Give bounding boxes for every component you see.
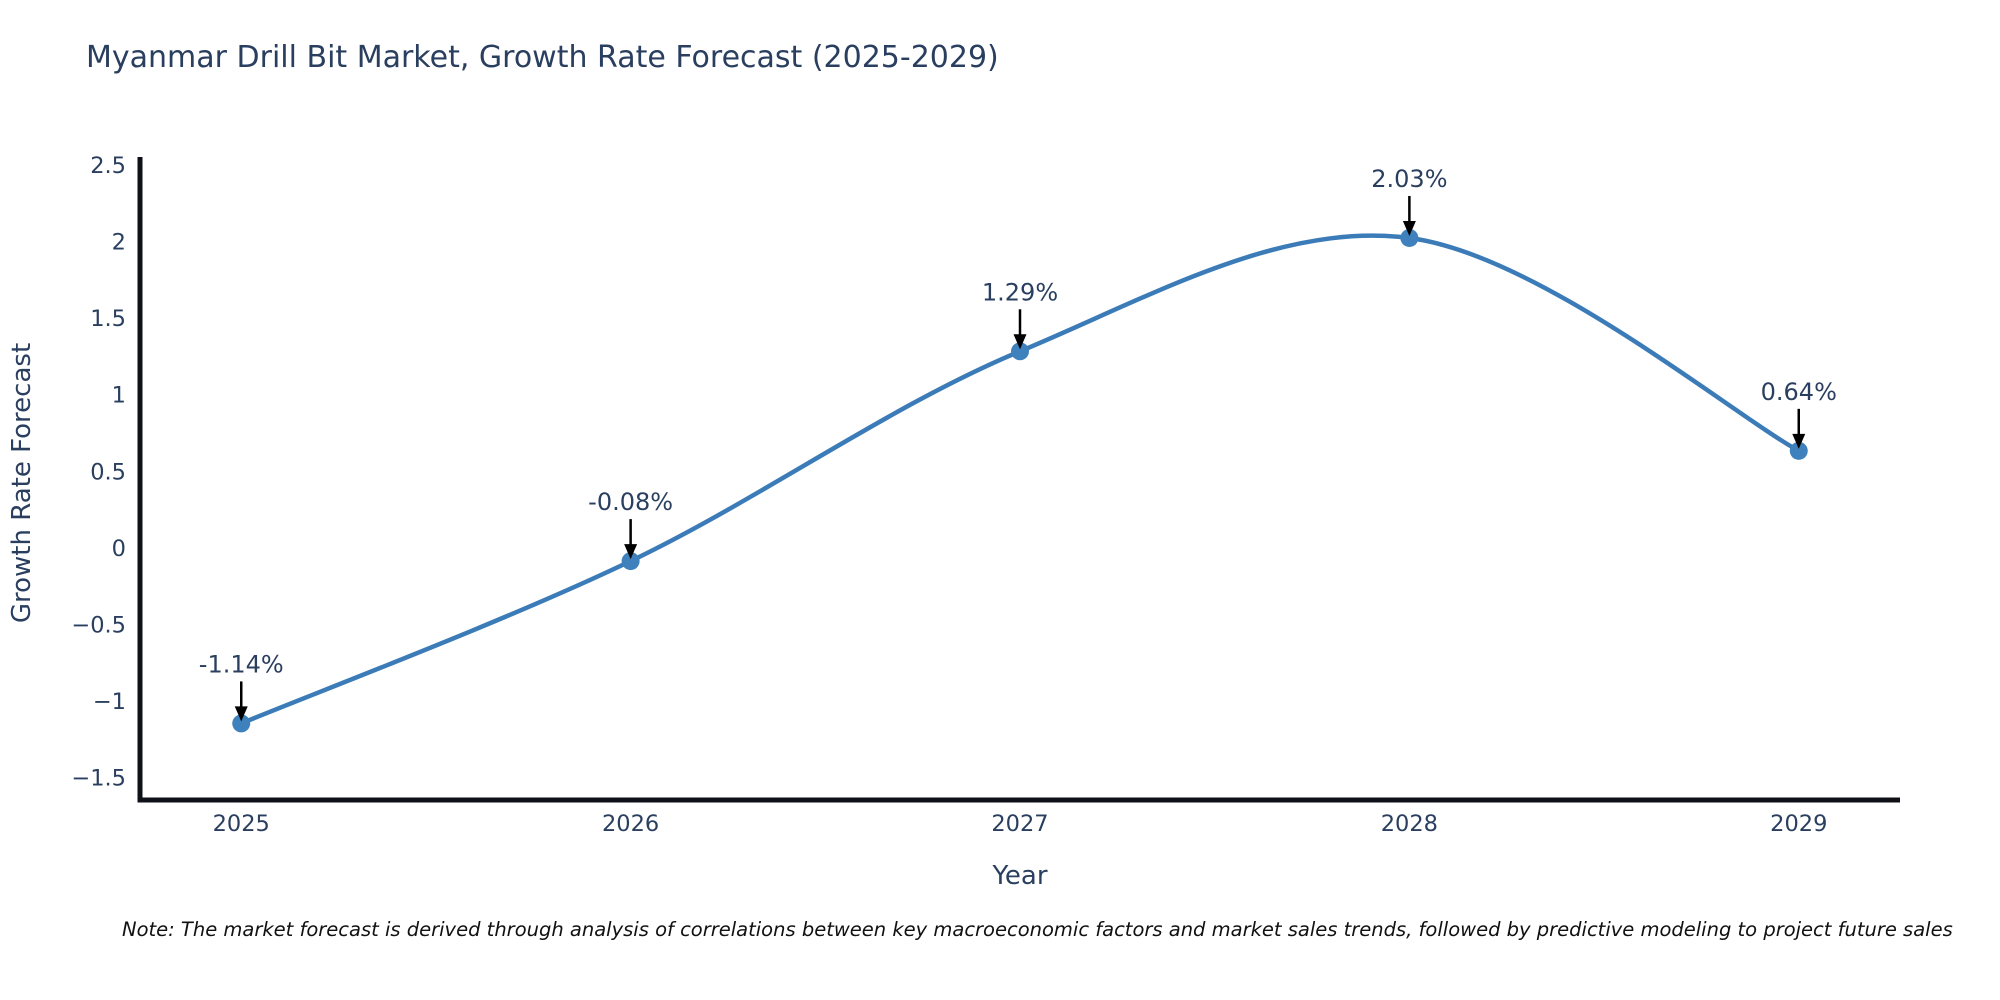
point-value-label: 2.03% <box>1371 165 1447 193</box>
y-tick-label: 1.5 <box>90 306 126 332</box>
y-tick-label: −1.5 <box>71 766 126 792</box>
y-tick-label: 2 <box>112 230 126 256</box>
footnote: Note: The market forecast is derived thr… <box>122 918 1953 941</box>
x-tick-label: 2027 <box>991 811 1048 837</box>
data-point <box>1011 342 1029 361</box>
annotation-arrowhead <box>624 544 638 560</box>
x-axis-title: Year <box>991 861 1047 891</box>
point-value-label: 1.29% <box>982 278 1058 306</box>
point-value-label: -1.14% <box>199 650 284 678</box>
annotation-arrowhead <box>1013 334 1027 350</box>
y-tick-label: 2.5 <box>90 153 126 179</box>
chart-title: Myanmar Drill Bit Market, Growth Rate Fo… <box>86 40 999 75</box>
x-tick-label: 2025 <box>213 811 270 837</box>
y-tick-label: 0 <box>112 536 126 562</box>
data-point <box>1400 228 1419 247</box>
forecast-line <box>238 233 1802 726</box>
annotation-arrowhead <box>1792 433 1806 449</box>
x-tick-label: 2028 <box>1381 811 1438 837</box>
annotation-arrowhead <box>1402 220 1416 236</box>
x-tick-label: 2026 <box>602 811 659 837</box>
y-tick-label: −0.5 <box>71 612 126 638</box>
y-tick-label: −1 <box>93 689 126 715</box>
y-tick-label: 0.5 <box>90 459 126 485</box>
data-point <box>621 552 640 571</box>
annotation-arrowhead <box>234 706 248 722</box>
data-point <box>232 714 251 733</box>
x-tick-label: 2029 <box>1770 811 1827 837</box>
data-point <box>1789 441 1808 460</box>
y-axis-title: Growth Rate Forecast <box>7 343 37 623</box>
y-tick-label: 1 <box>112 383 126 409</box>
point-value-label: 0.64% <box>1761 378 1837 406</box>
point-value-label: -0.08% <box>588 488 673 516</box>
